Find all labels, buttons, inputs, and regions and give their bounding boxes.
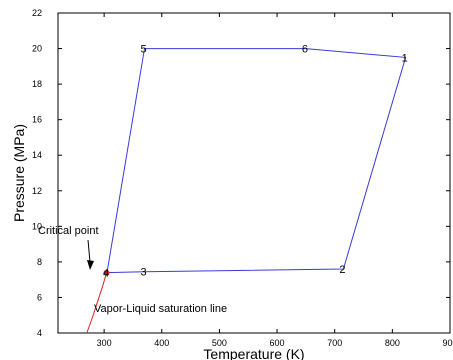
y-axis-label: Pressure (MPa) (11, 124, 27, 222)
ticks-layer: 30040050060070080090046810121416182022 (32, 8, 453, 348)
y-tick-label: 20 (32, 44, 42, 54)
labels-layer: 1 2 3 4 5 6 (103, 44, 408, 280)
critical-point-arrow-line (87, 239, 91, 263)
x-tick-label: 500 (212, 338, 227, 348)
critical-point-annotation: Critical point (38, 225, 99, 237)
y-tick-label: 14 (32, 150, 42, 160)
y-tick-label: 18 (32, 79, 42, 89)
y-tick-label: 16 (32, 115, 42, 125)
cycle-line (106, 48, 407, 274)
y-tick-label: 4 (37, 328, 42, 338)
state-point-label: 4 (103, 268, 109, 280)
x-tick-label: 900 (442, 338, 453, 348)
y-tick-label: 12 (32, 186, 42, 196)
state-point-label: 5 (140, 44, 146, 56)
saturation-line (86, 272, 107, 334)
y-tick-label: 6 (37, 292, 42, 302)
state-point-label: 3 (140, 267, 146, 279)
y-tick-label: 10 (32, 221, 42, 231)
saturation-line-annotation: Vapor-Liquid saturation line (94, 303, 227, 315)
critical-point-arrowhead (87, 260, 94, 270)
state-point-label: 1 (402, 52, 408, 64)
x-tick-label: 300 (97, 338, 112, 348)
x-tick-label: 700 (327, 338, 342, 348)
x-tick-label: 800 (385, 338, 400, 348)
state-point-label: 6 (302, 44, 308, 56)
plot-frame (57, 12, 451, 334)
y-tick-label: 22 (32, 8, 42, 18)
series-layer (86, 48, 407, 334)
state-point-label: 2 (339, 264, 345, 276)
x-tick-label: 400 (154, 338, 169, 348)
critical-point-marker (103, 269, 110, 276)
y-tick-label: 8 (37, 257, 42, 267)
x-axis-label: Temperature (K) (203, 346, 304, 360)
x-tick-label: 600 (270, 338, 285, 348)
